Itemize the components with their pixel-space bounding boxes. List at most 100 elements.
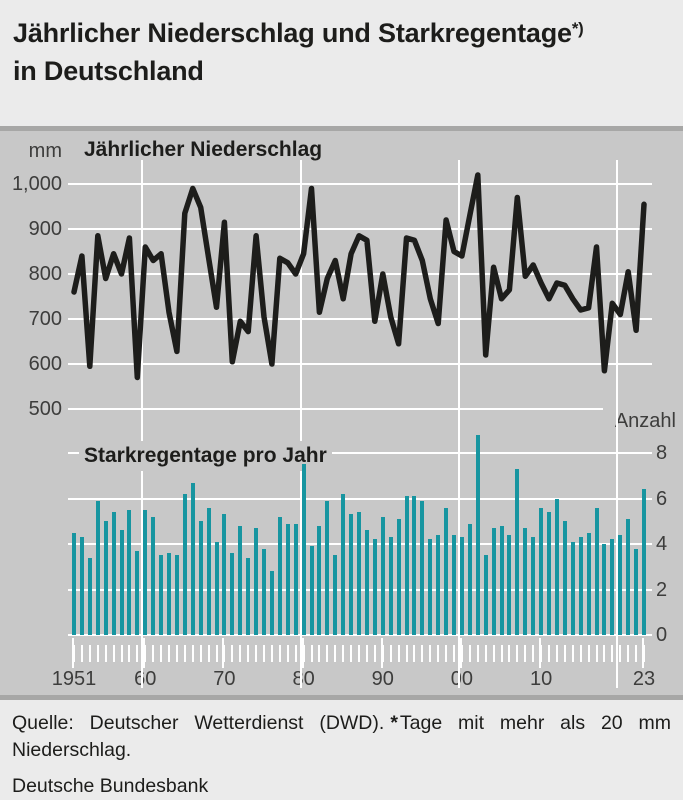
x-tick-1962 bbox=[160, 645, 163, 662]
x-tick-2019 bbox=[611, 645, 614, 662]
bar-1973 bbox=[246, 557, 251, 635]
x-tick-1975 bbox=[263, 645, 265, 662]
bar-1976 bbox=[269, 571, 274, 635]
vertical-gridline-2000 bbox=[457, 160, 460, 688]
bar-2014 bbox=[570, 541, 575, 635]
gridline-mm-500 bbox=[68, 408, 603, 410]
precipitation-line-chart bbox=[71, 172, 647, 381]
x-tick-1967 bbox=[199, 645, 202, 662]
x-tick-1995 bbox=[421, 645, 424, 662]
x-tick-1953 bbox=[88, 645, 91, 662]
y-tick-label-mm-700: 700 bbox=[28, 308, 62, 330]
x-tick-label-10: 10 bbox=[529, 668, 553, 690]
gridline-mm-1,000 bbox=[68, 183, 652, 185]
y-tick-label-mm-1,000: 1,000 bbox=[11, 173, 62, 195]
x-tick-2002 bbox=[476, 645, 479, 662]
bar-1982 bbox=[317, 525, 322, 635]
x-tick-1961 bbox=[152, 645, 155, 662]
x-tick-1963 bbox=[168, 645, 170, 662]
x-tick-2021 bbox=[627, 645, 630, 662]
x-tick-1988 bbox=[365, 645, 368, 662]
x-tick-label-1951: 1951 bbox=[51, 668, 97, 690]
gridline-mm-800 bbox=[68, 273, 652, 275]
x-tick-1966 bbox=[191, 645, 194, 662]
y-tick-label-mm-900: 900 bbox=[28, 218, 62, 240]
x-tick-1964 bbox=[175, 645, 178, 662]
x-tick-2007 bbox=[516, 645, 519, 662]
bar-1986 bbox=[349, 514, 354, 635]
x-tick-label-23: 23 bbox=[632, 668, 656, 690]
x-tick-1998 bbox=[445, 645, 448, 662]
x-tick-1965 bbox=[183, 645, 186, 662]
x-tick-1955 bbox=[104, 645, 107, 662]
bar-1995 bbox=[420, 500, 425, 635]
chart-header: Jährlicher Niederschlag und Starkregenta… bbox=[13, 10, 673, 90]
bar-1997 bbox=[436, 534, 441, 635]
bar-2022 bbox=[634, 548, 639, 635]
gridline-anzahl-6 bbox=[68, 497, 652, 500]
x-tick-long-2023 bbox=[642, 638, 644, 668]
x-tick-1990 bbox=[381, 645, 384, 662]
bar-1953 bbox=[87, 557, 92, 635]
gridline-mm-900 bbox=[68, 228, 652, 230]
bar-1965 bbox=[182, 493, 187, 635]
y-tick-label-mm-600: 600 bbox=[28, 353, 62, 375]
x-tick-long-2010 bbox=[539, 638, 542, 668]
bar-1983 bbox=[325, 500, 330, 635]
bar-1998 bbox=[444, 507, 449, 635]
page-title-text: Jährlicher Niederschlag und Starkregenta… bbox=[13, 18, 572, 48]
bar-1993 bbox=[404, 496, 409, 635]
bar-1956 bbox=[111, 512, 116, 635]
x-tick-1970 bbox=[223, 645, 226, 662]
y-axis-unit-mm: mm bbox=[28, 140, 62, 162]
x-tick-1954 bbox=[96, 645, 99, 662]
x-tick-1981 bbox=[310, 645, 313, 662]
x-tick-1980 bbox=[302, 645, 305, 662]
bar-1955 bbox=[103, 521, 108, 635]
x-tick-2017 bbox=[595, 645, 598, 662]
bar-1961 bbox=[151, 516, 156, 635]
y-axis-unit-anzahl: Anzahl bbox=[614, 410, 676, 432]
x-tick-1985 bbox=[342, 645, 345, 662]
bar-chart-title: Starkregentage pro Jahr bbox=[79, 441, 332, 471]
x-tick-2005 bbox=[500, 645, 503, 662]
bar-1962 bbox=[159, 555, 164, 635]
x-tick-long-1980 bbox=[301, 638, 304, 668]
bar-2006 bbox=[507, 534, 512, 635]
x-tick-2014 bbox=[571, 645, 574, 662]
bar-1967 bbox=[198, 521, 203, 635]
bar-1981 bbox=[309, 546, 314, 635]
bar-2012 bbox=[554, 498, 559, 635]
x-tick-1973 bbox=[247, 645, 250, 662]
bar-1966 bbox=[190, 482, 195, 635]
bar-2004 bbox=[491, 528, 496, 635]
x-tick-1976 bbox=[270, 645, 273, 662]
bar-2008 bbox=[523, 528, 528, 635]
bar-2011 bbox=[547, 512, 551, 635]
gridline-mm-600 bbox=[68, 363, 652, 365]
source-text: Quelle: Deutscher Wetterdienst (DWD). bbox=[12, 712, 385, 734]
x-tick-long-1970 bbox=[222, 638, 225, 668]
bar-1977 bbox=[277, 516, 282, 635]
y-tick-label-mm-500: 500 bbox=[28, 398, 62, 420]
x-tick-1984 bbox=[334, 645, 337, 662]
x-tick-long-1960 bbox=[143, 638, 146, 668]
divider-strip-bottom bbox=[0, 695, 683, 700]
x-tick-1957 bbox=[120, 645, 123, 662]
bar-2023 bbox=[642, 489, 646, 635]
vertical-gridline-1980 bbox=[299, 160, 302, 688]
bar-1959 bbox=[135, 550, 140, 635]
x-tick-1986 bbox=[350, 645, 353, 662]
x-tick-1968 bbox=[207, 645, 210, 662]
bar-1968 bbox=[206, 507, 211, 635]
bar-1958 bbox=[127, 509, 132, 635]
bar-1970 bbox=[222, 514, 227, 635]
bar-1990 bbox=[380, 516, 385, 635]
x-tick-2011 bbox=[548, 645, 550, 662]
bar-1992 bbox=[396, 518, 401, 635]
x-tick-2008 bbox=[524, 645, 527, 662]
source-note: Quelle: Deutscher Wetterdienst (DWD). * Ta… bbox=[12, 710, 671, 764]
x-tick-1977 bbox=[278, 645, 281, 662]
bar-2019 bbox=[610, 539, 615, 635]
x-tick-2018 bbox=[603, 645, 606, 662]
